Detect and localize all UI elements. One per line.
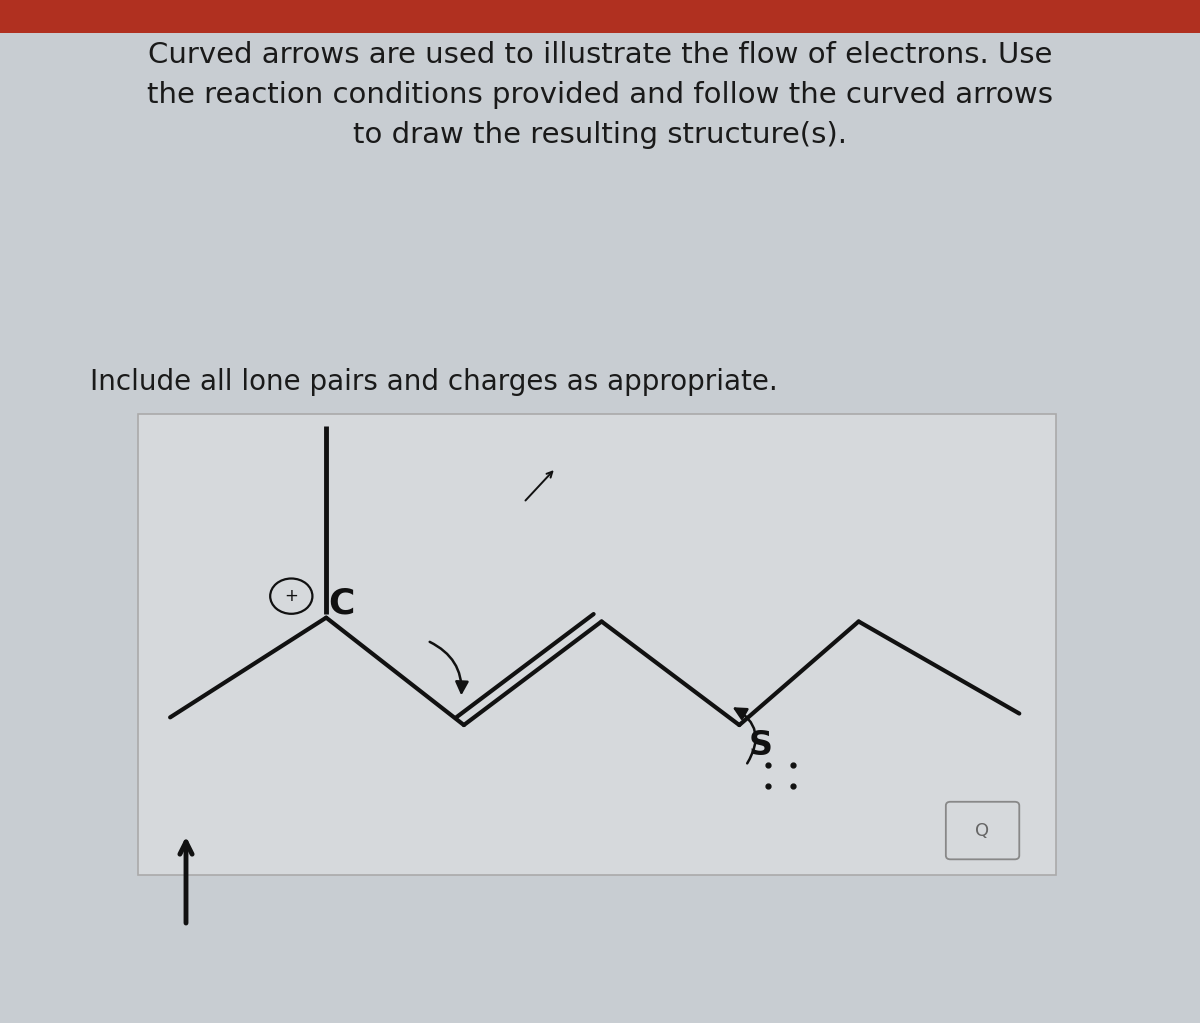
FancyArrowPatch shape (734, 709, 756, 763)
Text: Curved arrows are used to illustrate the flow of electrons. Use
the reaction con: Curved arrows are used to illustrate the… (148, 41, 1054, 149)
Text: C: C (328, 587, 354, 621)
Text: Include all lone pairs and charges as appropriate.: Include all lone pairs and charges as ap… (90, 368, 778, 396)
Bar (0, 0, 1200, 33)
Text: S: S (749, 728, 773, 762)
FancyArrowPatch shape (430, 641, 468, 693)
FancyBboxPatch shape (946, 802, 1019, 859)
Text: +: + (284, 587, 299, 606)
Text: Q: Q (976, 821, 990, 840)
Bar (138, 414, 1056, 875)
